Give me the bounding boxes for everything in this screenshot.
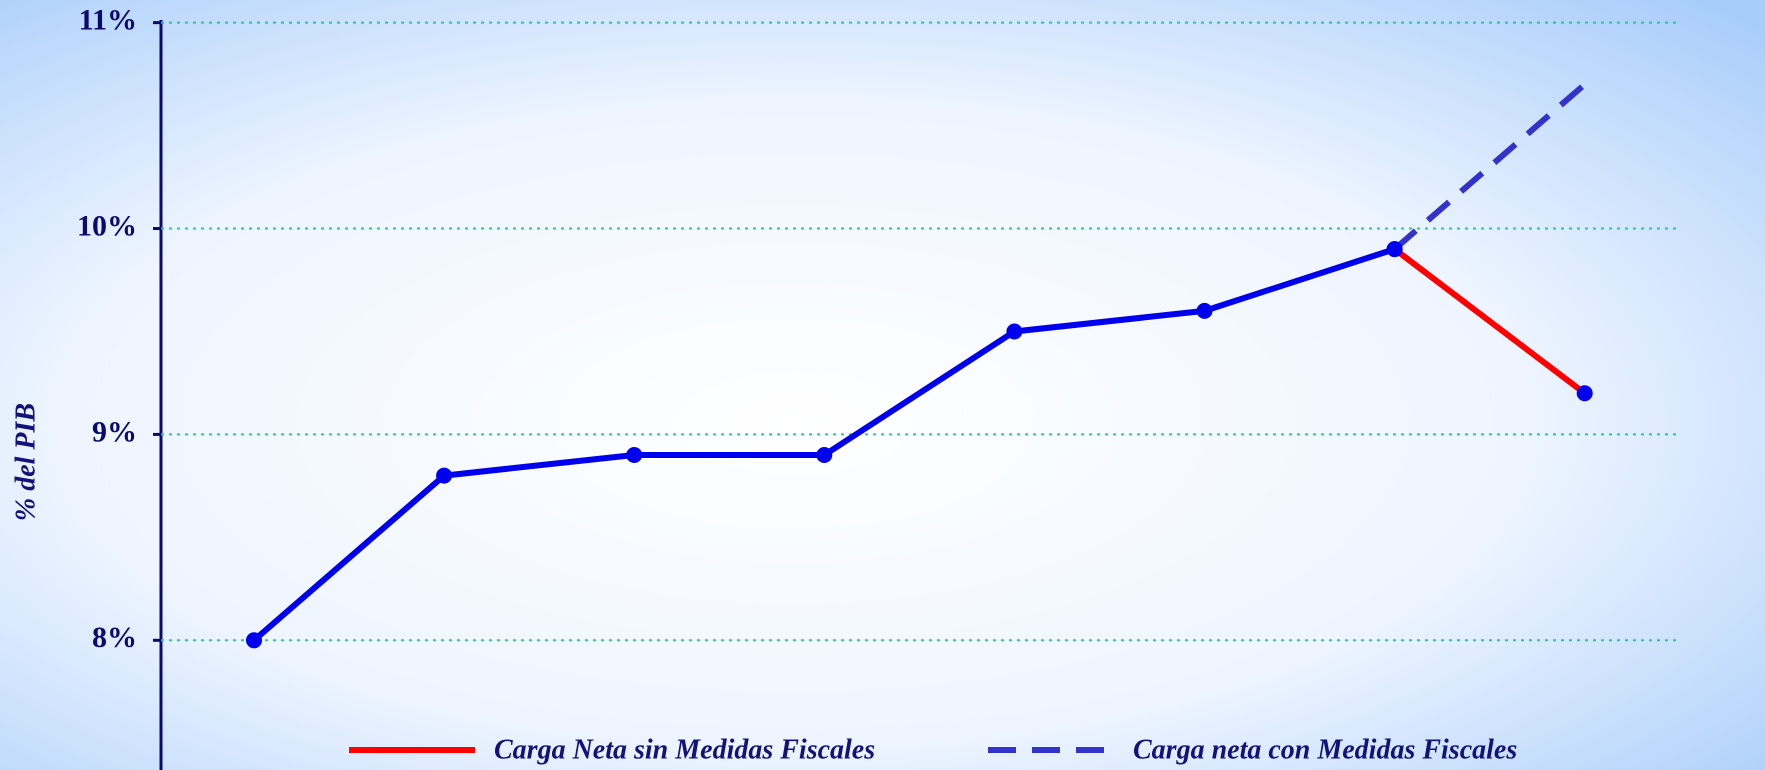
point bbox=[626, 447, 643, 463]
y-tick-label: 9% bbox=[92, 415, 137, 448]
series-line bbox=[1392, 246, 1587, 396]
point bbox=[1576, 385, 1593, 402]
y-tick-label: 8% bbox=[92, 621, 137, 654]
y-tick-label: 11% bbox=[79, 4, 137, 37]
y-tick-label: 10% bbox=[77, 209, 137, 242]
legend-label: Carga Neta sin Medidas Fiscales bbox=[494, 734, 875, 765]
point bbox=[246, 632, 262, 649]
y-axis-label: % del PIB bbox=[10, 403, 41, 521]
point bbox=[816, 447, 833, 463]
legend-label: Carga neta con Medidas Fiscales bbox=[1133, 734, 1517, 765]
point bbox=[1196, 302, 1213, 319]
point bbox=[1386, 241, 1403, 258]
point bbox=[436, 467, 453, 484]
point bbox=[1006, 323, 1023, 340]
